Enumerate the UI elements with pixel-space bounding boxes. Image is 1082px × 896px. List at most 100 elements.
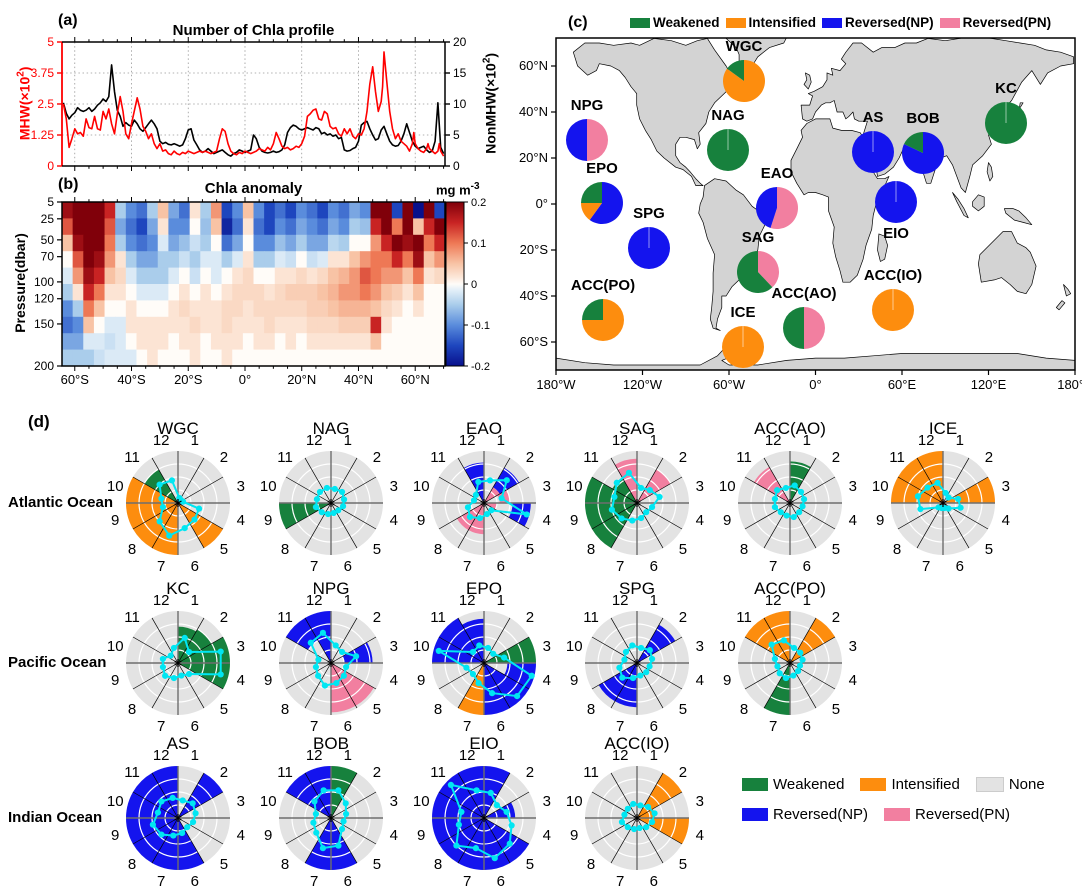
tick-label: 40°S (520, 288, 549, 303)
heatmap-cell (125, 202, 138, 219)
heatmap-cell (381, 333, 393, 351)
heatmap-cell (115, 234, 127, 252)
panel-b-chart: 60°S 40°S 20°S 0° 20°N 40°N 60°N 5 25 50 70 100 120 1… (34, 195, 490, 387)
rose-line-marker (637, 802, 644, 809)
rose-spoke (789, 476, 836, 504)
heatmap-cell (381, 251, 393, 269)
heatmap-cell (317, 218, 329, 236)
month-label: 7 (157, 718, 165, 735)
rose-spoke (789, 502, 817, 549)
rose-spoke (285, 662, 332, 690)
pie-region-label: WGC (726, 38, 763, 55)
month-label: 4 (1002, 512, 1010, 529)
month-label: 5 (220, 541, 228, 558)
heatmap-cell (349, 234, 361, 252)
tick-label: 20 (453, 35, 467, 49)
month-label: 1 (956, 432, 964, 449)
heatmap-cell (253, 218, 265, 236)
tick-label: 120 (34, 292, 54, 306)
heatmap-cell (179, 251, 191, 269)
rose-spoke (916, 457, 944, 504)
heatmap-cell (285, 300, 297, 318)
pie-region-label: KC (995, 80, 1017, 97)
tick-label: 5 (47, 35, 54, 49)
month-label: 7 (769, 558, 777, 575)
month-label: 5 (373, 541, 381, 558)
heatmap-cell (125, 316, 138, 334)
heatmap-cell (264, 218, 276, 236)
heatmap-cell (125, 218, 138, 236)
heatmap-cell (349, 300, 361, 318)
rose-line-marker (466, 513, 474, 521)
heatmap-cell (125, 251, 138, 269)
heatmap-cell (83, 202, 95, 219)
rose-line-marker (776, 670, 783, 677)
heatmap-cell (274, 300, 287, 318)
month-label: 10 (719, 478, 736, 495)
heatmap-cell (93, 300, 106, 318)
rose-line-marker (643, 824, 650, 831)
month-label: 11 (277, 609, 293, 626)
heatmap-cell (327, 251, 340, 269)
month-label: 7 (922, 558, 930, 575)
heatmap-cell (317, 251, 329, 269)
pie-AS: AS (852, 109, 894, 173)
month-label: 7 (157, 873, 165, 890)
rose-line-marker (656, 493, 663, 501)
heatmap-cell (221, 218, 233, 236)
tick-label: 0° (536, 196, 548, 211)
heatmap-cell (179, 349, 191, 367)
rose-spoke (151, 662, 179, 709)
rose-spoke (636, 476, 683, 504)
rose-line-marker (184, 824, 191, 831)
month-label: 11 (430, 449, 446, 466)
heatmap-cell (62, 251, 74, 269)
month-label: 6 (191, 873, 199, 890)
rose-line-marker (191, 516, 198, 523)
heatmap-cell (136, 218, 148, 236)
heatmap-cell (434, 284, 446, 301)
heatmap-cell (210, 300, 223, 318)
heatmap-cell (242, 284, 255, 301)
rose-line-marker (338, 825, 346, 833)
month-label: 12 (612, 747, 629, 764)
pie-ACC(IO): ACC(IO) (864, 267, 922, 331)
month-label: 5 (679, 541, 687, 558)
heatmap-cell (93, 267, 106, 285)
rose-line-marker (771, 503, 779, 511)
rose-wedge (637, 469, 671, 503)
heatmap-cell (359, 349, 372, 367)
rose-line-marker (310, 819, 317, 826)
rose-line-marker (159, 655, 167, 663)
legend-swatch (884, 808, 911, 821)
heatmap-cell (253, 234, 265, 252)
heatmap-cell (327, 267, 340, 285)
heatmap-cell (274, 267, 287, 285)
rose-line-marker (616, 664, 623, 671)
heatmap-cell (391, 234, 404, 252)
rose-line-marker (796, 509, 803, 516)
heatmap-cell (370, 202, 382, 219)
heatmap-cell (242, 267, 255, 285)
heatmap-cell (434, 333, 446, 351)
month-label: 7 (616, 718, 624, 735)
heatmap-cell (242, 333, 255, 351)
rose-line-marker (464, 504, 472, 511)
month-label: 5 (220, 701, 228, 718)
heatmap-cell (189, 234, 201, 252)
month-label: 6 (650, 873, 658, 890)
month-label: 8 (128, 856, 136, 873)
panel-a-chart: 0 1.25 2.5 3.75 5 0 5 10 15 20 (31, 35, 467, 173)
pie-BOB: BOB (902, 110, 945, 175)
rose-line-marker (340, 672, 347, 679)
heatmap-cell (157, 284, 169, 301)
tick-label: 0 (453, 159, 460, 173)
rose-spoke (483, 617, 511, 664)
heatmap-cell (168, 316, 180, 334)
heatmap-cell (285, 267, 297, 285)
rose-line-marker (934, 479, 941, 487)
heatmap-cell (317, 300, 329, 318)
rose-line-marker (796, 662, 804, 669)
